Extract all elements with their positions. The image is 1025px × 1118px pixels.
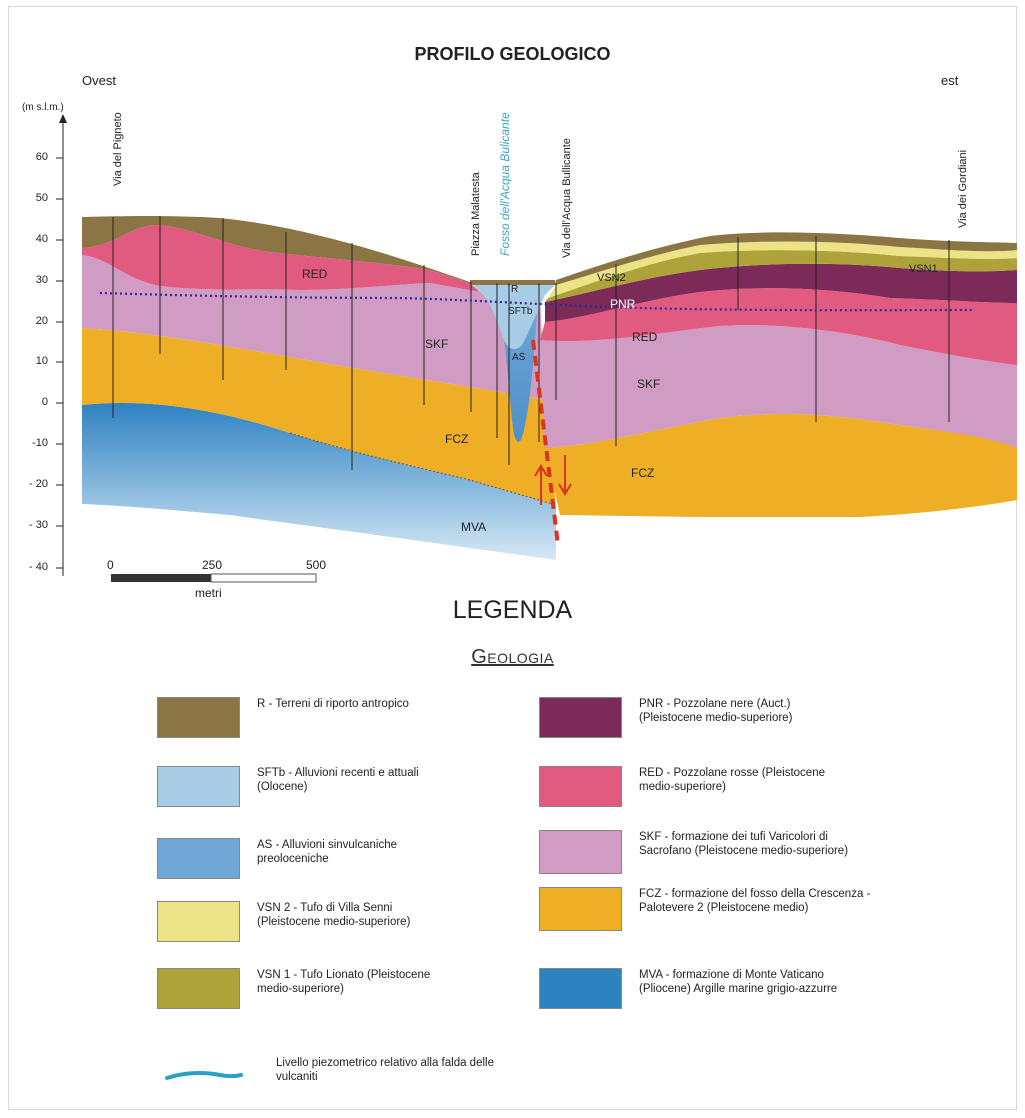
layer-r-east bbox=[556, 232, 1017, 285]
y-tick-label: - 30 bbox=[29, 519, 48, 531]
location-label-pigneto: Via del Pigneto bbox=[112, 112, 124, 186]
direction-west-label: Ovest bbox=[82, 73, 116, 88]
fault-arrow-up bbox=[534, 464, 548, 505]
layer-red-west bbox=[82, 225, 480, 292]
legend-text: VSN 1 - Tufo Lionato (Pleistocene medio-… bbox=[257, 969, 431, 995]
y-tick-label: - 20 bbox=[29, 478, 48, 490]
location-label-malatesta: Piazza Malatesta bbox=[470, 172, 482, 256]
scale-label-0: 0 bbox=[107, 558, 114, 572]
legend-subtitle: Geologia bbox=[471, 646, 554, 668]
y-axis-arrow bbox=[59, 114, 67, 123]
fault-arrow-down bbox=[558, 455, 572, 496]
legend-swatch bbox=[157, 901, 240, 942]
location-label-bullicante: Via dell'Acqua Bullicante bbox=[561, 138, 573, 258]
unit-label-fcz-east: FCZ bbox=[631, 466, 655, 480]
unit-label-mva: MVA bbox=[461, 520, 487, 534]
boreholes bbox=[112, 216, 950, 470]
legend-swatch bbox=[539, 887, 622, 931]
unit-label-fcz-west: FCZ bbox=[445, 432, 469, 446]
scale-unit-label: metri bbox=[195, 586, 222, 600]
legend-swatch bbox=[157, 968, 240, 1009]
y-axis-unit: (m s.l.m.) bbox=[22, 102, 64, 113]
y-tick-label: -10 bbox=[32, 437, 48, 449]
y-tick-label: 40 bbox=[35, 233, 48, 245]
legend-swatch bbox=[539, 697, 622, 738]
legend-piezometric-line bbox=[165, 1071, 243, 1080]
scale-bar-light bbox=[210, 573, 317, 583]
legend-swatch bbox=[157, 697, 240, 738]
legend-text: RED - Pozzolane rosse (Pleistocene medio… bbox=[639, 767, 825, 793]
geological-cross-section bbox=[56, 114, 1017, 583]
y-tick-label: - 40 bbox=[29, 561, 48, 573]
legend-text: FCZ - formazione del fosso della Crescen… bbox=[639, 888, 871, 914]
scale-label-500: 500 bbox=[306, 558, 327, 572]
location-label-fosso: Fosso dell'Acqua Bulicante bbox=[498, 112, 512, 256]
unit-label-vsn2: VSN2 bbox=[597, 272, 626, 284]
unit-label-r: R bbox=[511, 284, 519, 295]
layer-fcz-east bbox=[545, 414, 1017, 517]
y-tick-label: 50 bbox=[35, 192, 48, 204]
legend-text: R - Terreni di riporto antropico bbox=[257, 698, 409, 710]
layer-sftb bbox=[470, 282, 555, 350]
unit-label-vsn1: VSN1 bbox=[909, 263, 938, 275]
legend-text: SFTb - Alluvioni recenti e attuali (Oloc… bbox=[257, 767, 419, 793]
layer-skf-east bbox=[540, 325, 1017, 448]
mva-boundary-line bbox=[289, 432, 557, 506]
layer-vsn1 bbox=[545, 250, 1017, 302]
layer-r-valley bbox=[470, 280, 556, 285]
unit-label-skf-east: SKF bbox=[637, 377, 661, 391]
legend-swatch bbox=[157, 838, 240, 879]
scale-bar-dark bbox=[111, 574, 211, 582]
legend-title: LEGENDA bbox=[452, 596, 573, 624]
unit-label-as: AS bbox=[512, 352, 526, 363]
legend-swatch bbox=[539, 766, 622, 807]
layer-mva bbox=[82, 403, 556, 560]
unit-label-red-east: RED bbox=[632, 330, 658, 344]
legend-swatch bbox=[539, 830, 622, 874]
legend-text: AS - Alluvioni sinvulcaniche preolocenic… bbox=[257, 839, 397, 865]
legend-text: VSN 2 - Tufo di Villa Senni (Pleistocene… bbox=[257, 902, 411, 928]
legend-piezometric-text: Livello piezometrico relativo alla falda… bbox=[276, 1057, 494, 1083]
location-label-gordiani: Via dei Gordiani bbox=[957, 149, 969, 228]
unit-label-red-west: RED bbox=[302, 267, 328, 281]
unit-label-skf-west: SKF bbox=[425, 337, 449, 351]
y-tick-label: 10 bbox=[35, 355, 48, 367]
layer-pnr bbox=[545, 263, 1017, 322]
layer-fcz-west bbox=[82, 328, 556, 505]
page-border bbox=[8, 6, 1017, 1110]
legend-swatch bbox=[157, 766, 240, 807]
y-tick-label: 0 bbox=[41, 396, 48, 408]
layer-r-west bbox=[82, 216, 470, 283]
layer-vsn2 bbox=[548, 241, 1017, 298]
unit-label-sftb: SFTb bbox=[508, 306, 533, 317]
legend-text: PNR - Pozzolane nere (Auct.) (Pleistocen… bbox=[639, 698, 793, 724]
layer-red-east bbox=[540, 288, 1017, 365]
legend-swatch bbox=[539, 968, 622, 1009]
y-tick-label: 30 bbox=[35, 274, 48, 286]
legend-text: MVA - formazione di Monte Vaticano (Plio… bbox=[639, 969, 838, 995]
unit-label-pnr: PNR bbox=[610, 297, 636, 311]
legend-text: SKF - formazione dei tufi Varicolori di … bbox=[639, 831, 849, 857]
page-title: PROFILO GEOLOGICO bbox=[414, 44, 611, 64]
scale-label-250: 250 bbox=[202, 558, 223, 572]
layer-skf-west bbox=[82, 255, 545, 400]
y-axis-ticks bbox=[56, 157, 63, 569]
y-tick-label: 20 bbox=[35, 315, 48, 327]
y-tick-label: 60 bbox=[35, 151, 48, 163]
fault-line bbox=[531, 339, 560, 546]
direction-east-label: est bbox=[941, 73, 959, 88]
